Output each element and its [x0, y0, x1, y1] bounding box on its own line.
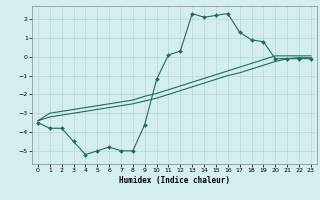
- X-axis label: Humidex (Indice chaleur): Humidex (Indice chaleur): [119, 176, 230, 185]
